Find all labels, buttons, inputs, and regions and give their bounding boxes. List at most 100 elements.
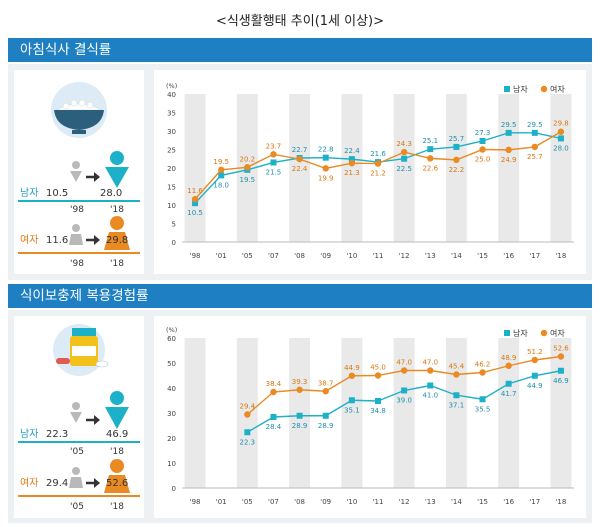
column-band	[184, 94, 206, 242]
column-band	[393, 94, 415, 242]
female-to-value: 52.6	[106, 478, 128, 489]
data-point-female	[479, 146, 486, 153]
small-person-icon	[69, 224, 83, 245]
female-summary: 여자 11.6 29.8 '98 '18	[18, 216, 140, 269]
y-tick-label: 10	[167, 460, 176, 468]
y-tick-label: 5	[172, 221, 176, 229]
female-label: 여자	[20, 234, 38, 246]
female-from-year: '05	[70, 502, 84, 512]
data-label-female: 44.9	[344, 364, 360, 372]
data-label-female: 25.7	[527, 153, 543, 161]
x-tick-label: '10	[346, 252, 357, 260]
legend-label-male: 남자	[513, 329, 528, 338]
x-tick-label: '13	[425, 498, 436, 506]
data-point-male	[505, 380, 512, 387]
data-label-male: 22.5	[396, 165, 412, 173]
x-tick-label: '08	[294, 252, 305, 260]
data-label-male: 22.7	[292, 146, 308, 154]
legend-marker-male	[504, 86, 510, 92]
data-label-female: 51.2	[527, 348, 543, 356]
column-band	[445, 338, 467, 488]
small-person-icon	[70, 402, 82, 423]
data-label-female: 23.7	[266, 142, 282, 150]
data-label-male: 22.4	[344, 147, 360, 155]
x-tick-label: '09	[320, 252, 331, 260]
male-to-value: 28.0	[100, 188, 122, 199]
data-point-male	[322, 412, 329, 419]
data-point-female	[531, 143, 538, 151]
data-label-male: 19.5	[240, 176, 256, 184]
data-point-male	[401, 155, 408, 162]
data-point-male	[557, 135, 564, 142]
male-summary: 남자 22.3 46.9 '05 '18	[18, 391, 140, 457]
data-label-female: 19.5	[213, 158, 229, 166]
x-tick-label: '05	[242, 252, 253, 260]
data-label-male: 25.7	[449, 135, 465, 143]
data-label-female: 39.3	[292, 378, 308, 386]
legend-marker-female	[540, 85, 548, 93]
data-point-male	[322, 154, 329, 161]
x-tick-label: '09	[320, 498, 331, 506]
y-tick-label: 20	[167, 435, 176, 443]
x-tick-label: '15	[477, 498, 488, 506]
data-point-female	[505, 362, 512, 369]
data-point-female	[244, 164, 251, 171]
large-person-male-icon	[105, 391, 129, 429]
x-tick-label: '98	[190, 498, 201, 506]
male-to-value: 46.9	[106, 429, 128, 440]
data-label-male: 37.1	[449, 401, 465, 409]
data-point-female	[505, 146, 512, 154]
small-person-icon	[69, 467, 83, 488]
column-band	[289, 94, 311, 242]
data-point-male	[453, 143, 460, 150]
x-tick-label: '12	[399, 498, 410, 506]
data-point-female	[348, 372, 356, 379]
data-label-female: 19.9	[318, 174, 334, 182]
data-point-male	[505, 129, 512, 136]
data-label-female: 45.4	[449, 363, 465, 371]
data-point-female	[400, 367, 408, 374]
y-tick-label: 40	[167, 91, 176, 99]
data-point-female	[374, 160, 382, 167]
data-point-male	[557, 367, 564, 374]
arrow-icon	[86, 415, 100, 425]
large-person-female-icon	[104, 216, 130, 250]
data-label-male: 29.5	[501, 121, 517, 129]
female-to-year: '18	[110, 259, 124, 269]
x-tick-label: '08	[294, 498, 305, 506]
y-tick-label: 20	[167, 165, 176, 173]
data-label-male: 10.5	[187, 209, 203, 217]
data-label-female: 20.2	[240, 155, 256, 163]
data-label-male: 41.0	[422, 392, 438, 400]
data-label-female: 45.0	[370, 364, 386, 372]
data-label-female: 22.2	[449, 166, 465, 174]
male-from-value: 22.3	[46, 429, 68, 440]
chart-card-breakfast: 0 5 10 15 20 25 30 35 40 (%) '98 '01 '05 '07 '08 '09 '10…	[154, 70, 586, 274]
x-tick-label: '05	[242, 498, 253, 506]
y-tick-label: 35	[167, 110, 176, 118]
y-axis-unit: (%)	[166, 82, 177, 90]
data-label-male: 18.0	[213, 181, 229, 189]
legend-marker-male	[504, 330, 510, 336]
small-person-icon	[70, 161, 82, 182]
arrow-icon	[86, 172, 100, 182]
data-label-male: 44.9	[527, 382, 543, 390]
data-point-female	[557, 353, 565, 360]
data-point-male	[453, 392, 460, 399]
data-point-female	[479, 369, 486, 376]
data-point-male	[427, 146, 434, 153]
x-tick-label: '17	[529, 498, 540, 506]
male-label: 남자	[20, 428, 38, 440]
data-point-male	[479, 137, 486, 144]
female-from-year: '98	[70, 259, 84, 269]
data-label-female: 21.3	[344, 169, 360, 177]
female-label: 여자	[20, 477, 38, 489]
large-person-female-icon	[104, 459, 130, 493]
x-tick-label: '10	[346, 498, 357, 506]
data-label-male: 34.8	[370, 407, 386, 415]
legend-marker-female	[540, 329, 548, 337]
data-label-female: 24.9	[501, 156, 517, 164]
data-label-male: 22.8	[318, 146, 334, 154]
data-point-female	[244, 411, 251, 418]
data-point-female	[374, 372, 382, 379]
